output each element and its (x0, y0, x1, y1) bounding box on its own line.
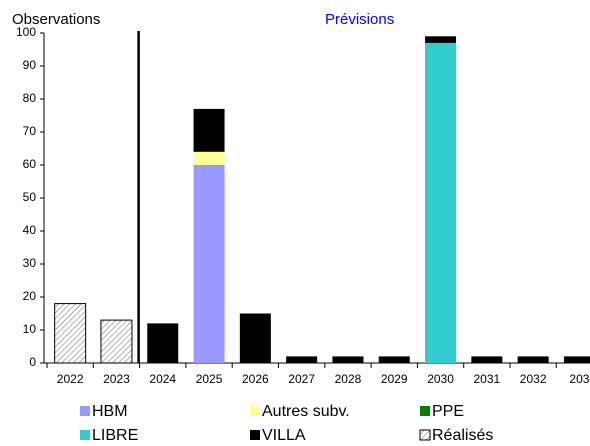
legend-swatch (420, 406, 430, 416)
bar (332, 356, 364, 363)
legend-swatch (80, 406, 90, 416)
legend-swatch (419, 429, 431, 441)
x-tick-label: 203 (569, 372, 589, 386)
legend-swatch (250, 406, 260, 416)
bar (471, 356, 503, 363)
bar (100, 319, 133, 364)
y-tick-label: 100 (16, 25, 36, 39)
legend-label: VILLA (262, 427, 306, 444)
bar (193, 108, 225, 152)
x-tick-label: 2030 (427, 372, 454, 386)
bar (193, 165, 225, 363)
bar (239, 313, 271, 363)
legend-label: Autres subv. (262, 403, 350, 420)
y-tick-label: 40 (23, 223, 37, 237)
x-tick-label: 2025 (196, 372, 223, 386)
x-tick-label: 2026 (242, 372, 269, 386)
y-tick-label: 80 (23, 91, 37, 105)
bar (425, 42, 457, 364)
bar (378, 356, 410, 363)
y-tick-label: 60 (23, 157, 37, 171)
bar (563, 356, 590, 363)
y-tick-label: 20 (23, 289, 37, 303)
annotation: Prévisions (325, 11, 394, 28)
bar (517, 356, 549, 363)
x-tick-label: 2024 (149, 372, 176, 386)
bar (147, 323, 179, 363)
bar (193, 151, 225, 165)
legend-label: Réalisés (432, 427, 493, 444)
bar (425, 36, 457, 43)
x-tick-label: 2032 (520, 372, 547, 386)
x-tick-label: 2023 (103, 372, 130, 386)
y-tick-label: 0 (29, 355, 36, 369)
legend-label: PPE (432, 403, 464, 420)
x-tick-label: 2029 (381, 372, 408, 386)
y-tick-label: 90 (23, 58, 37, 72)
y-tick-label: 10 (23, 322, 37, 336)
x-tick-label: 2028 (335, 372, 362, 386)
y-tick-label: 30 (23, 256, 37, 270)
bar (286, 356, 318, 363)
legend-swatch (80, 430, 90, 440)
x-tick-label: 2031 (473, 372, 500, 386)
x-tick-label: 2022 (57, 372, 84, 386)
y-tick-label: 50 (23, 190, 37, 204)
y-tick-label: 70 (23, 124, 37, 138)
x-tick-label: 2027 (288, 372, 315, 386)
legend-swatch (250, 430, 260, 440)
annotation: Observations (12, 11, 100, 28)
legend-label: LIBRE (92, 427, 138, 444)
bar (54, 303, 87, 364)
legend-label: HBM (92, 403, 128, 420)
